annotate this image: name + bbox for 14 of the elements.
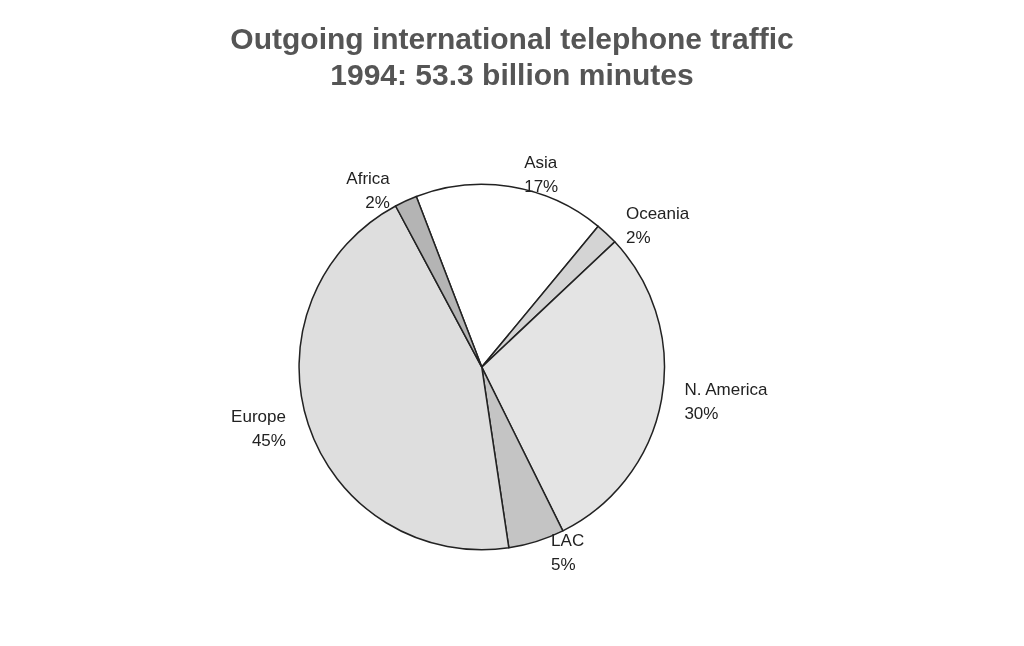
data-label: 45% bbox=[251, 430, 286, 450]
slice-label: Africa bbox=[346, 168, 391, 188]
slice-label: Asia bbox=[524, 153, 558, 173]
data-label: 2% bbox=[365, 192, 390, 212]
data-label: 30% bbox=[684, 404, 719, 424]
data-label: 5% bbox=[551, 555, 576, 575]
chart-subtitle: 1994: 53.3 billion minutes bbox=[330, 57, 694, 91]
data-label: 2% bbox=[625, 227, 651, 247]
slice-label: Europe bbox=[231, 406, 286, 426]
slice-label: N. America bbox=[684, 380, 769, 400]
chart-title: Outgoing international telephone traffic bbox=[230, 21, 794, 55]
data-label: 17% bbox=[524, 177, 559, 197]
slice-label: LAC bbox=[551, 531, 585, 551]
slice-label: Oceania bbox=[625, 203, 690, 223]
